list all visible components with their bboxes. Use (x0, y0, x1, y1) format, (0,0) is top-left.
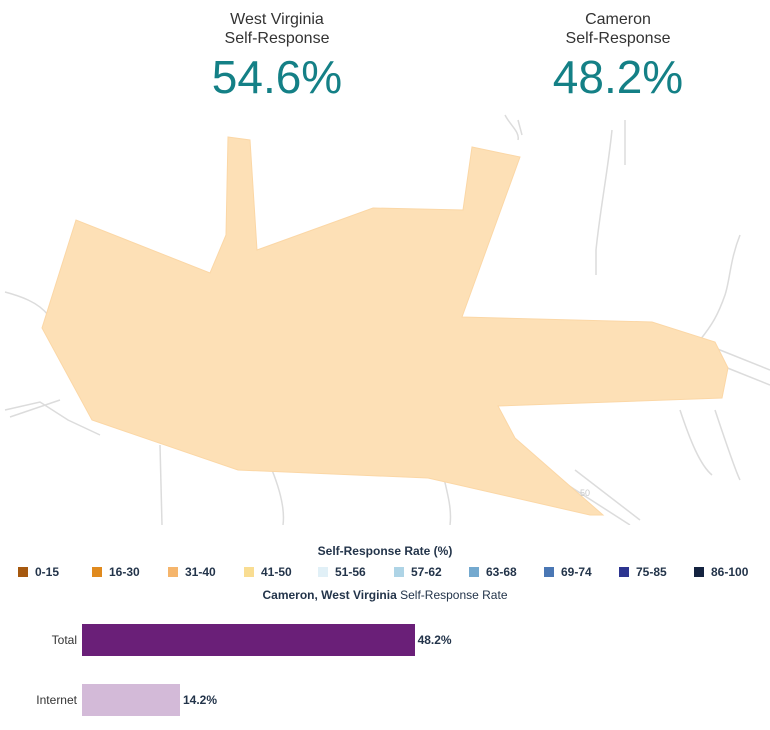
road-marker-label: 50 (580, 488, 590, 498)
legend-label: 0-15 (35, 565, 60, 579)
road (4, 291, 49, 316)
place-map[interactable]: 50 (0, 110, 770, 525)
legend-item: 0-15 (18, 564, 59, 580)
legend-label: 69-74 (561, 565, 592, 579)
bar-category-label: Total (51, 633, 77, 647)
road (517, 119, 523, 136)
bar-chart-title-rest: Self-Response Rate (396, 588, 508, 602)
legend-label: 51-56 (335, 565, 366, 579)
bar-total[interactable] (82, 624, 415, 656)
bar-value-label: 48.2% (417, 633, 452, 647)
state-self-response-stat: West Virginia Self-Response 54.6% (177, 10, 377, 104)
legend-label: 75-85 (636, 565, 667, 579)
legend-item: 41-50 (244, 564, 292, 580)
place-self-response-value: 48.2% (552, 51, 684, 103)
legend-swatch (244, 567, 254, 577)
legend-swatch (18, 567, 28, 577)
legend-swatch (394, 567, 404, 577)
state-name-label: West Virginia (230, 11, 324, 28)
road (9, 399, 61, 418)
place-self-response-stat: Cameron Self-Response 48.2% (518, 10, 718, 104)
state-self-response-value: 54.6% (211, 51, 343, 103)
legend-swatch (318, 567, 328, 577)
road (574, 469, 641, 521)
legend-label: 57-62 (411, 565, 442, 579)
legend-item: 69-74 (544, 564, 592, 580)
legend-item: 31-40 (168, 564, 216, 580)
legend-label: 63-68 (486, 565, 517, 579)
legend-label: 16-30 (109, 565, 140, 579)
legend-swatch (544, 567, 554, 577)
bar-row-internet: Internet 14.2% (0, 684, 770, 716)
road (4, 401, 101, 436)
road (271, 469, 285, 525)
legend-title: Self-Response Rate (%) (317, 544, 453, 558)
legend-swatch (469, 567, 479, 577)
bar-chart-title: Cameron, West Virginia Self-Response Rat… (0, 588, 770, 602)
legend-label: 41-50 (261, 565, 292, 579)
road (699, 234, 741, 341)
legend-label: 31-40 (185, 565, 216, 579)
legend-item: 86-100 (694, 564, 748, 580)
state-metric-label: Self-Response (224, 30, 330, 47)
legend-item: 63-68 (469, 564, 517, 580)
place-metric-label: Self-Response (565, 30, 671, 47)
bar-row-total: Total 48.2% (0, 624, 770, 656)
road (679, 409, 713, 476)
legend-swatch (619, 567, 629, 577)
legend-swatch (92, 567, 102, 577)
legend-item: 75-85 (619, 564, 667, 580)
legend-swatch (694, 567, 704, 577)
legend-label: 86-100 (711, 565, 749, 579)
legend-item: 16-30 (92, 564, 140, 580)
legend-item: 57-62 (394, 564, 442, 580)
road (504, 114, 519, 141)
place-name-label: Cameron (585, 11, 651, 28)
bar-category-label: Internet (36, 693, 77, 707)
bar-chart-title-place: Cameron, West Virginia (262, 588, 397, 602)
road (714, 347, 770, 371)
bar-value-label: 14.2% (182, 693, 217, 707)
road (595, 129, 613, 275)
legend-item: 51-56 (318, 564, 366, 580)
road (714, 409, 741, 481)
legend-swatch (168, 567, 178, 577)
bar-internet[interactable] (82, 684, 180, 716)
legend: 0-15 16-30 31-40 41-50 51-56 57-62 63-68… (18, 564, 758, 580)
cameron-boundary (41, 136, 729, 516)
road (159, 444, 163, 525)
